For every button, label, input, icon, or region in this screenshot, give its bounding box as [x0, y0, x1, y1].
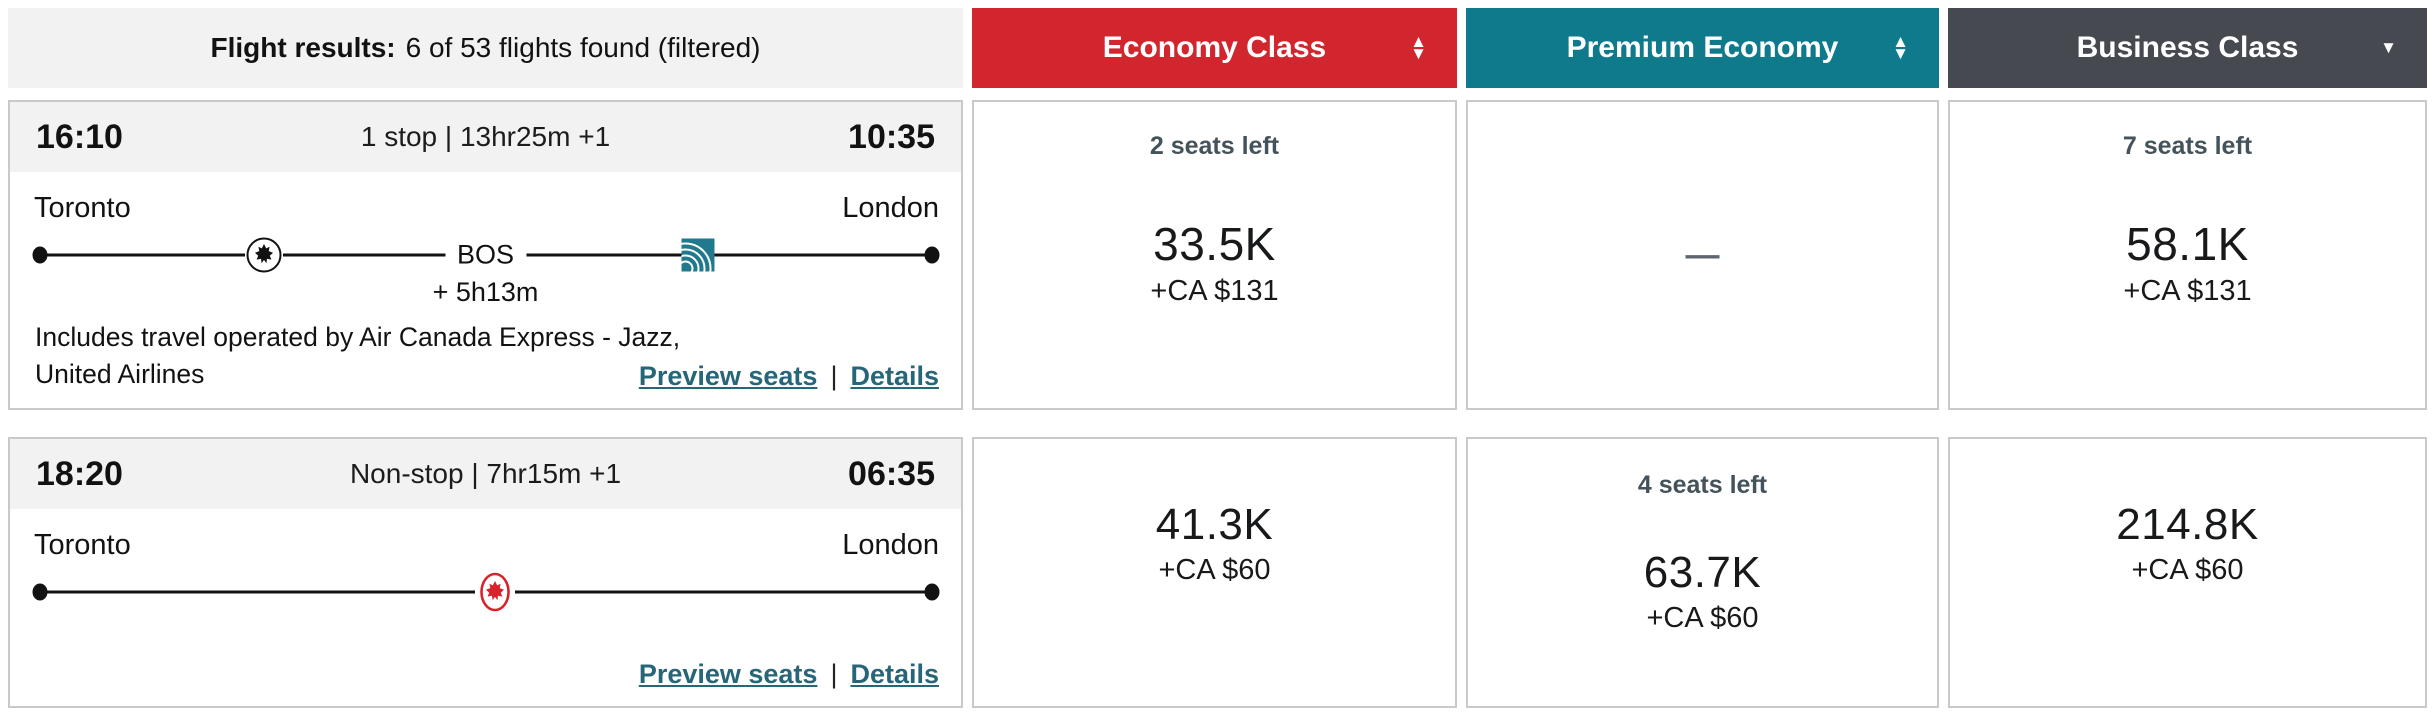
fare-cell-premium-economy[interactable]: 4 seats left 63.7K +CA $60: [1466, 437, 1939, 708]
points-price: 63.7K: [1643, 548, 1762, 597]
premium-economy-label: Premium Economy: [1566, 31, 1839, 64]
price-block: 41.3K +CA $60: [1156, 500, 1273, 587]
flight-links: Preview seats | Details: [639, 361, 939, 392]
departure-time: 16:10: [36, 117, 123, 156]
flight-results-summary: Flight results: 6 of 53 flights found (f…: [8, 8, 963, 88]
destination-dot: [924, 246, 940, 264]
route-line: [32, 566, 940, 618]
flight-results-label: Flight results:: [210, 32, 396, 63]
origin-city: Toronto: [34, 529, 131, 561]
fare-unavailable-dash: —: [1685, 235, 1720, 274]
stops-duration: 1 stop | 13hr25m +1: [360, 121, 611, 152]
flight-info-card: 18:20 Non-stop | 7hr15m +1 06:35 Toronto…: [8, 437, 963, 708]
time-band: 16:10 1 stop | 13hr25m +1 10:35: [10, 102, 961, 172]
details-link[interactable]: Details: [850, 659, 939, 689]
column-header-business[interactable]: Business Class ▼: [1948, 8, 2427, 88]
cash-surcharge: +CA $60: [1646, 602, 1759, 634]
sort-down-arrow-icon: ▼: [1892, 44, 1909, 63]
destination-city: London: [842, 529, 939, 561]
business-class-label: Business Class: [2076, 31, 2299, 64]
points-price: 214.8K: [2116, 500, 2259, 549]
destination-dot: [924, 583, 940, 601]
column-header-economy[interactable]: Economy Class ▲ ▼: [972, 8, 1457, 88]
origin-dot: [32, 246, 48, 264]
layover-duration: + 5h13m: [432, 277, 539, 307]
caret-down-icon[interactable]: ▼: [2380, 38, 2397, 58]
arrival-time: 06:35: [848, 454, 935, 493]
preview-seats-link[interactable]: Preview seats: [638, 659, 818, 689]
fare-cell-economy[interactable]: 41.3K +CA $60: [972, 437, 1457, 708]
cash-surcharge: +CA $131: [1150, 275, 1279, 307]
cash-surcharge: +CA $60: [1158, 554, 1271, 586]
sort-arrows-icon[interactable]: ▲ ▼: [1410, 31, 1427, 63]
economy-class-label: Economy Class: [1102, 31, 1327, 64]
arrival-time: 10:35: [848, 117, 935, 156]
flight-row-1: 16:10 1 stop | 13hr25m +1 10:35 Toronto …: [8, 100, 2427, 410]
points-price: 41.3K: [1155, 500, 1274, 549]
united-airlines-icon: [659, 238, 715, 295]
flight-links: Preview seats | Details: [639, 659, 939, 690]
departure-time: 18:20: [36, 454, 123, 493]
seats-left-badge: 4 seats left: [1637, 471, 1768, 499]
price-block: 33.5K +CA $131: [1150, 217, 1278, 308]
sort-up-arrow-icon: ▲: [1892, 31, 1909, 51]
seats-left-badge: 2 seats left: [1149, 132, 1280, 160]
flight-info-card: 16:10 1 stop | 13hr25m +1 10:35 Toronto …: [8, 100, 963, 410]
operated-by-note: Includes travel operated by Air Canada E…: [35, 321, 681, 390]
fare-cell-business[interactable]: 7 seats left 58.1K +CA $131: [1948, 100, 2427, 410]
sort-up-arrow-icon: ▲: [1410, 31, 1427, 51]
flight-row-2: 18:20 Non-stop | 7hr15m +1 06:35 Toronto…: [8, 437, 2427, 708]
details-link[interactable]: Details: [850, 361, 939, 391]
seats-left-badge: 7 seats left: [2122, 132, 2253, 160]
city-labels: Toronto London: [10, 172, 961, 225]
sort-arrows-icon[interactable]: ▲ ▼: [1892, 31, 1909, 63]
fare-cell-premium-economy: —: [1466, 100, 1939, 410]
cash-surcharge: +CA $131: [2123, 275, 2252, 307]
origin-dot: [32, 583, 48, 601]
stops-duration: Non-stop | 7hr15m +1: [349, 458, 622, 489]
link-separator: |: [830, 361, 838, 391]
city-labels: Toronto London: [10, 509, 961, 562]
link-separator: |: [830, 659, 838, 689]
preview-seats-link[interactable]: Preview seats: [638, 361, 818, 391]
price-block: 214.8K +CA $60: [2116, 500, 2258, 587]
origin-city: Toronto: [34, 192, 131, 224]
route-line: BOS: [32, 229, 940, 295]
caret-glyph: ▼: [2380, 38, 2397, 57]
column-header-premium-economy[interactable]: Premium Economy ▲ ▼: [1466, 8, 1939, 88]
air-canada-icon: [245, 236, 284, 274]
cash-surcharge: +CA $60: [2131, 554, 2244, 586]
fare-cell-economy[interactable]: 2 seats left 33.5K +CA $131: [972, 100, 1457, 410]
price-block: 58.1K +CA $131: [2123, 217, 2251, 308]
flight-results-count: 6 of 53 flights found (filtered): [405, 32, 761, 63]
sort-down-arrow-icon: ▼: [1410, 44, 1427, 63]
points-price: 33.5K: [1153, 218, 1276, 270]
results-header-band: Flight results: 6 of 53 flights found (f…: [8, 8, 2427, 88]
air-canada-roundel-icon: [474, 570, 515, 614]
fare-cell-business[interactable]: 214.8K +CA $60: [1948, 437, 2427, 708]
points-price: 58.1K: [2126, 218, 2249, 270]
stopover-airport-code: BOS: [444, 239, 527, 271]
price-block: 63.7K +CA $60: [1644, 548, 1761, 635]
destination-city: London: [842, 192, 939, 224]
time-band: 18:20 Non-stop | 7hr15m +1 06:35: [10, 439, 961, 509]
